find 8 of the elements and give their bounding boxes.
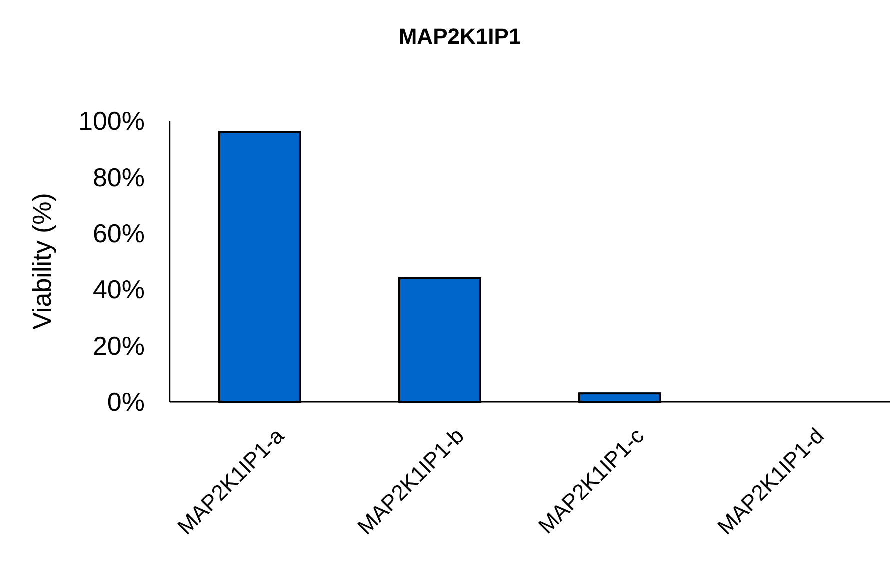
y-tick-label: 0% <box>107 387 145 418</box>
y-axis-title: Viability (%) <box>27 193 58 330</box>
y-tick-label: 80% <box>92 162 145 192</box>
y-tick-label: 100% <box>78 106 145 136</box>
chart-title: MAP2K1IP1 <box>398 24 522 49</box>
y-tick-label: 60% <box>92 218 145 248</box>
y-tick-label: 20% <box>92 330 145 361</box>
y-tick-label: 40% <box>92 274 145 305</box>
